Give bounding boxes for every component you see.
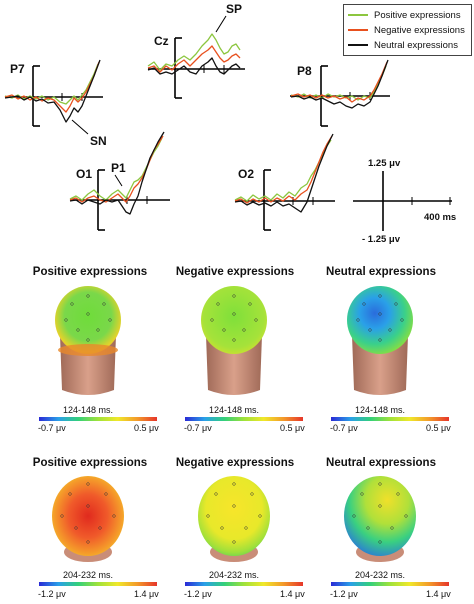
cz-positive-line [147, 33, 241, 71]
legend-label-neutral: Neutral expressions [374, 39, 458, 51]
legend-item-negative: Negative expressions [348, 23, 465, 37]
topo-map-r1-neutral [347, 286, 413, 395]
annotation-p1: P1 [111, 161, 126, 175]
topo-maps-row2 [52, 476, 416, 562]
topo-map-r2-neutral [344, 476, 416, 562]
map-title-r2-positive: Positive expressions [32, 457, 148, 469]
legend: Positive expressions Negative expression… [343, 4, 472, 56]
p7-positive-line [4, 63, 99, 105]
legend-item-neutral: Neutral expressions [348, 38, 458, 52]
channel-label-o2: O2 [238, 167, 255, 181]
o1-neutral-line [69, 131, 165, 215]
colorbar-r1-negative [185, 417, 303, 421]
erp-plot-p7 [4, 59, 103, 135]
p8-positive-line [290, 65, 387, 101]
cbar-max-r1-negative: 0.5 μv [280, 423, 305, 433]
annotation-sp: SP [226, 2, 243, 16]
legend-swatch-negative [348, 29, 368, 31]
colorbar-r1-neutral [331, 417, 449, 421]
legend-swatch-neutral [348, 44, 368, 46]
cbar-min-r1-neutral: -0.7 μv [330, 423, 358, 433]
cbar-min-r1-negative: -0.7 μv [184, 423, 212, 433]
p8-neutral-line [290, 59, 389, 109]
o1-negative-line [69, 135, 164, 203]
cbar-max-r1-neutral: 0.5 μv [426, 423, 451, 433]
sp-pointer [215, 15, 227, 33]
scale-top-label: 1.25 μv [368, 158, 401, 169]
map-title-r1-neutral: Neutral expressions [326, 266, 436, 278]
o2-negative-line [234, 135, 333, 204]
cbar-min-r2-positive: -1.2 μv [38, 589, 66, 599]
map-title-r2-neutral: Neutral expressions [326, 457, 436, 469]
erp-waveforms [4, 15, 452, 231]
scale-bottom-label: - 1.25 μv [362, 234, 401, 245]
colorbar-r2-neutral [331, 582, 449, 586]
topo-map-r2-positive [52, 476, 124, 562]
topo-map-r1-positive [55, 286, 121, 395]
legend-label-positive: Positive expressions [374, 9, 461, 21]
topo-map-r2-negative [198, 476, 270, 562]
p7-negative-line [4, 61, 100, 113]
cbar-max-r2-positive: 1.4 μv [134, 589, 159, 599]
scale-time-label: 400 ms [424, 212, 457, 223]
map-range-r2-negative: 204-232 ms. [208, 570, 260, 580]
map-title-r1-negative: Negative expressions [175, 266, 295, 278]
map-title-r1-positive: Positive expressions [32, 266, 148, 278]
p8-negative-line [290, 61, 388, 103]
scale-cross [353, 171, 452, 231]
channel-label-o1: O1 [76, 167, 93, 181]
map-range-r2-neutral: 204-232 ms. [354, 570, 406, 580]
legend-swatch-positive [348, 14, 368, 16]
p1-pointer [114, 174, 123, 187]
map-range-r1-positive: 124-148 ms. [62, 405, 114, 415]
topo-map-r1-negative [201, 286, 267, 395]
channel-label-p8: P8 [297, 64, 312, 78]
sn-pointer [71, 119, 89, 135]
map-range-r1-negative: 124-148 ms. [208, 405, 260, 415]
cbar-min-r2-negative: -1.2 μv [184, 589, 212, 599]
topo-maps-row1 [55, 286, 413, 395]
erp-plot-p8 [290, 59, 390, 127]
map-title-r2-negative: Negative expressions [175, 457, 295, 469]
map-range-r2-positive: 204-232 ms. [62, 570, 114, 580]
erp-plot-cz [147, 15, 245, 99]
cbar-max-r2-negative: 1.4 μv [280, 589, 305, 599]
channel-label-p7: P7 [10, 62, 25, 76]
map-range-r1-neutral: 124-148 ms. [354, 405, 406, 415]
o2-neutral-line [234, 133, 334, 213]
o2-positive-line [234, 139, 332, 202]
colorbar-r2-negative [185, 582, 303, 586]
legend-item-positive: Positive expressions [348, 8, 461, 22]
cbar-max-r2-neutral: 1.4 μv [426, 589, 451, 599]
p7-neutral-line [4, 59, 101, 123]
annotation-sn: SN [90, 134, 107, 148]
o1-positive-line [69, 137, 163, 201]
legend-label-negative: Negative expressions [374, 24, 465, 36]
channel-label-cz: Cz [154, 34, 169, 48]
cbar-min-r2-neutral: -1.2 μv [330, 589, 358, 599]
erp-plot-o1 [69, 131, 170, 231]
cbar-min-r1-positive: -0.7 μv [38, 423, 66, 433]
cz-neutral-line [147, 57, 241, 75]
cbar-max-r1-positive: 0.5 μv [134, 423, 159, 433]
colorbar-r2-positive [39, 582, 157, 586]
colorbar-r1-positive [39, 417, 157, 421]
cz-negative-line [147, 45, 241, 73]
erp-plot-o2 [234, 133, 335, 231]
